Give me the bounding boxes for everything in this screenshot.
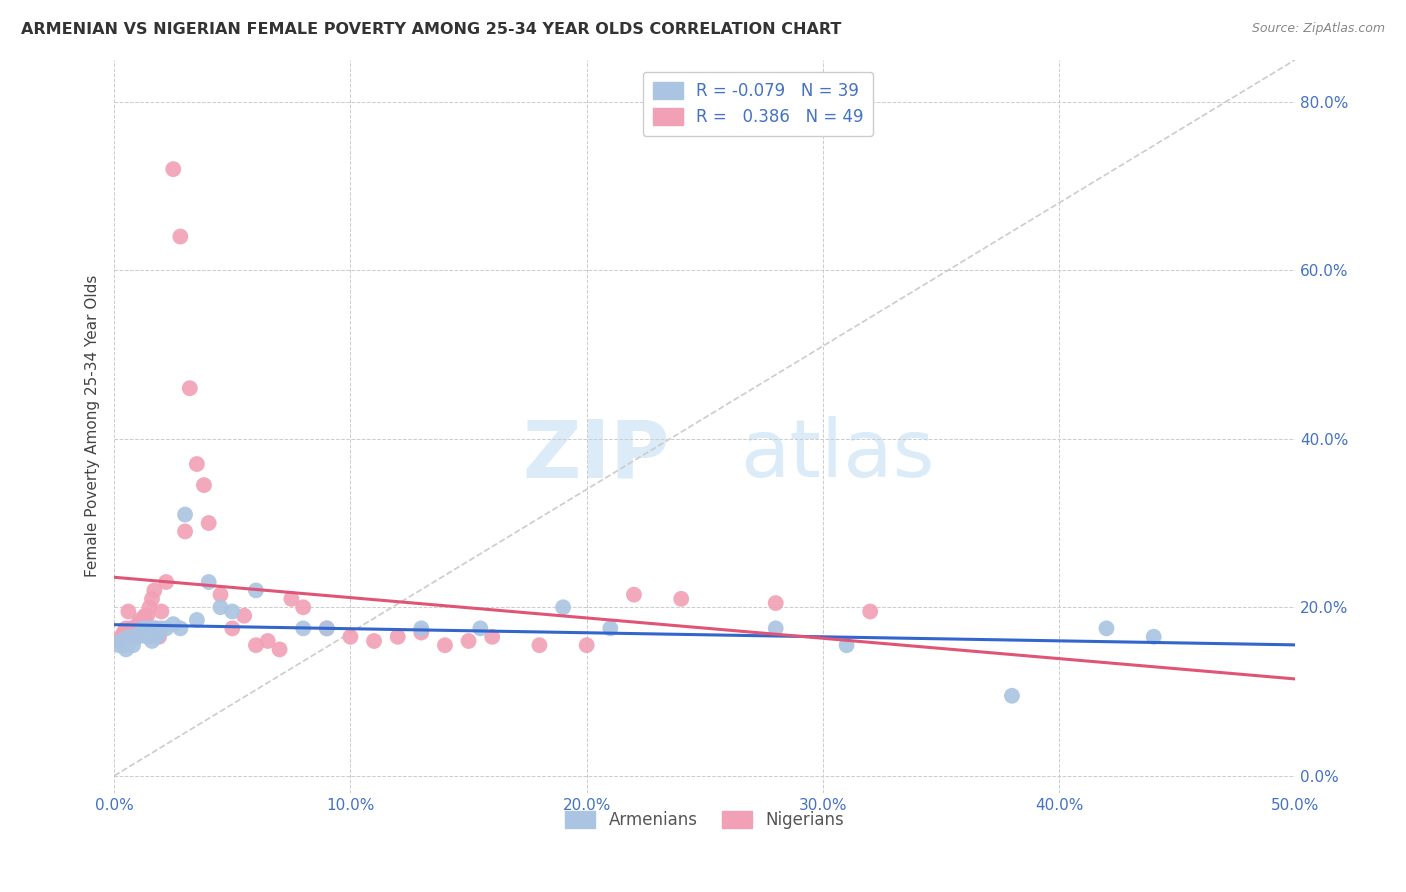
Point [256, 634, 278, 648]
Point [575, 638, 598, 652]
Point [148, 625, 170, 640]
Text: atlas: atlas [741, 417, 935, 494]
Point [481, 630, 503, 644]
Text: Source: ZipAtlas.com: Source: ZipAtlas.com [1251, 22, 1385, 36]
Point [112, 638, 135, 652]
Point [169, 621, 191, 635]
Point [145, 621, 167, 635]
Point [197, 574, 219, 589]
Point [1001, 689, 1024, 703]
Point [169, 229, 191, 244]
Point [765, 596, 787, 610]
Point [197, 516, 219, 530]
Legend: Armenians, Nigerians: Armenians, Nigerians [558, 804, 851, 836]
Point [150, 621, 173, 635]
Point [599, 621, 621, 635]
Point [1095, 621, 1118, 635]
Point [315, 621, 337, 635]
Point [859, 605, 882, 619]
Point [209, 588, 232, 602]
Point [835, 638, 858, 652]
Point [470, 621, 492, 635]
Text: ZIP: ZIP [522, 417, 669, 494]
Point [179, 381, 201, 395]
Point [155, 574, 177, 589]
Point [315, 621, 337, 635]
Point [339, 630, 361, 644]
Point [162, 162, 184, 177]
Point [115, 642, 138, 657]
Point [155, 621, 177, 635]
Point [529, 638, 551, 652]
Point [292, 600, 315, 615]
Point [110, 630, 132, 644]
Text: ARMENIAN VS NIGERIAN FEMALE POVERTY AMONG 25-34 YEAR OLDS CORRELATION CHART: ARMENIAN VS NIGERIAN FEMALE POVERTY AMON… [21, 22, 841, 37]
Point [150, 605, 173, 619]
Point [138, 600, 160, 615]
Point [134, 608, 156, 623]
Point [143, 621, 166, 635]
Point [115, 621, 138, 635]
Point [411, 625, 433, 640]
Point [134, 625, 156, 640]
Point [221, 621, 243, 635]
Point [127, 617, 149, 632]
Point [117, 605, 139, 619]
Point [280, 591, 302, 606]
Point [124, 621, 146, 635]
Point [138, 621, 160, 635]
Point [143, 583, 166, 598]
Point [221, 605, 243, 619]
Point [129, 625, 152, 640]
Point [411, 621, 433, 635]
Point [117, 630, 139, 644]
Point [136, 630, 159, 644]
Point [387, 630, 409, 644]
Point [124, 630, 146, 644]
Point [209, 600, 232, 615]
Point [108, 638, 131, 652]
Point [148, 630, 170, 644]
Point [129, 613, 152, 627]
Point [186, 457, 208, 471]
Point [174, 524, 197, 539]
Point [551, 600, 574, 615]
Point [136, 608, 159, 623]
Point [122, 630, 145, 644]
Point [363, 634, 385, 648]
Point [292, 621, 315, 635]
Point [174, 508, 197, 522]
Point [112, 625, 135, 640]
Point [162, 617, 184, 632]
Point [120, 634, 142, 648]
Point [269, 642, 291, 657]
Point [233, 608, 256, 623]
Point [1143, 630, 1166, 644]
Point [131, 621, 153, 635]
Y-axis label: Female Poverty Among 25-34 Year Olds: Female Poverty Among 25-34 Year Olds [86, 275, 100, 577]
Point [457, 634, 479, 648]
Point [186, 613, 208, 627]
Point [245, 583, 267, 598]
Point [145, 630, 167, 644]
Point [131, 621, 153, 635]
Point [127, 630, 149, 644]
Point [765, 621, 787, 635]
Point [193, 478, 215, 492]
Point [623, 588, 645, 602]
Point [120, 621, 142, 635]
Point [245, 638, 267, 652]
Point [141, 591, 163, 606]
Point [108, 634, 131, 648]
Point [141, 634, 163, 648]
Point [669, 591, 692, 606]
Point [122, 638, 145, 652]
Point [433, 638, 456, 652]
Point [110, 634, 132, 648]
